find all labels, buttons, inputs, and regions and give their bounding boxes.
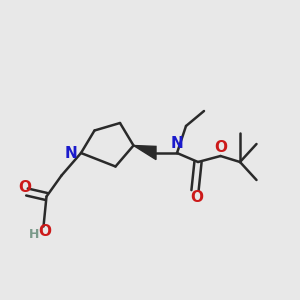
Text: N: N (65, 146, 78, 160)
Text: N: N (171, 136, 183, 152)
Text: O: O (38, 224, 52, 238)
Text: O: O (190, 190, 203, 205)
Text: H: H (29, 227, 40, 241)
Text: O: O (18, 180, 31, 195)
Text: O: O (214, 140, 227, 154)
Polygon shape (134, 146, 156, 160)
